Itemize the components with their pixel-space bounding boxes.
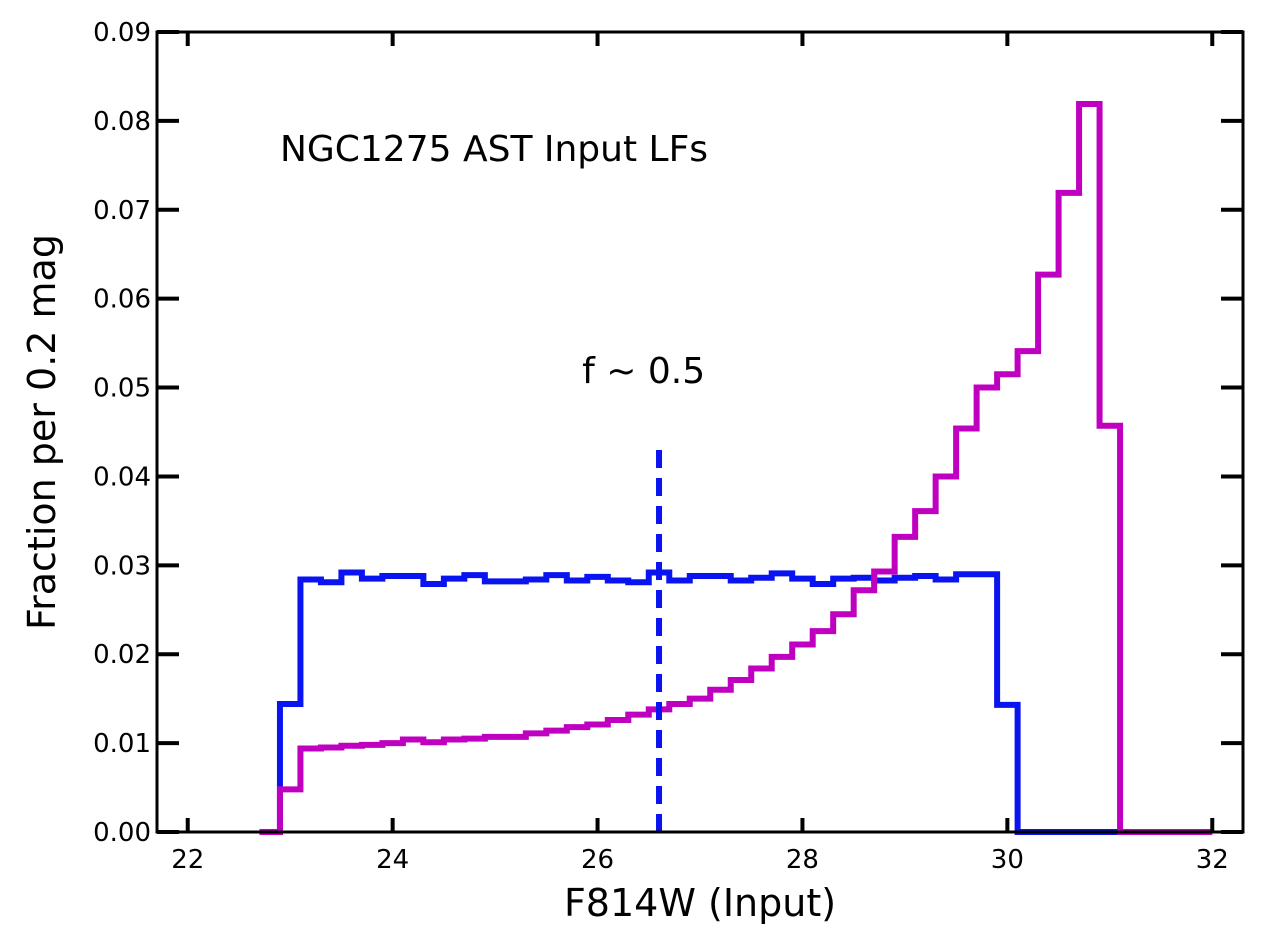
x-tick-label: 24 [376,845,409,875]
y-tick-label: 0.01 [93,729,151,759]
y-tick-label: 0.09 [93,18,151,48]
y-tick-label: 0.02 [93,640,151,670]
annotation-title: NGC1275 AST Input LFs [280,129,708,170]
y-tick-label: 0.00 [93,818,151,848]
y-axis-title: Fraction per 0.2 mag [20,234,64,630]
x-tick-label: 22 [171,845,204,875]
y-tick-label: 0.08 [93,107,151,137]
axes: 22 24 26 28 30 32 0.00 0.01 0.02 0.03 0.04 0.05 0.06… [93,18,1245,875]
x-tick-label: 28 [786,845,819,875]
text-layer: F814W (Input) Fraction per 0.2 mag NGC12… [20,129,836,925]
series-0-line [269,569,1131,835]
x-axis-title: F814W (Input) [564,881,836,925]
series-layer [259,101,1213,835]
y-tick-label: 0.03 [93,551,151,581]
plot-frame [155,30,1245,834]
annotation-f-value: f ~ 0.5 [582,351,705,392]
y-tick-label: 0.04 [93,462,151,492]
y-tick-label: 0.07 [93,196,151,226]
y-tick-label: 0.06 [93,285,151,315]
x-tick-label: 32 [1196,845,1229,875]
series-1-line [259,101,1213,835]
x-tick-label: 26 [581,845,614,875]
x-tick-label: 30 [991,845,1024,875]
y-tick-label: 0.05 [93,374,151,404]
